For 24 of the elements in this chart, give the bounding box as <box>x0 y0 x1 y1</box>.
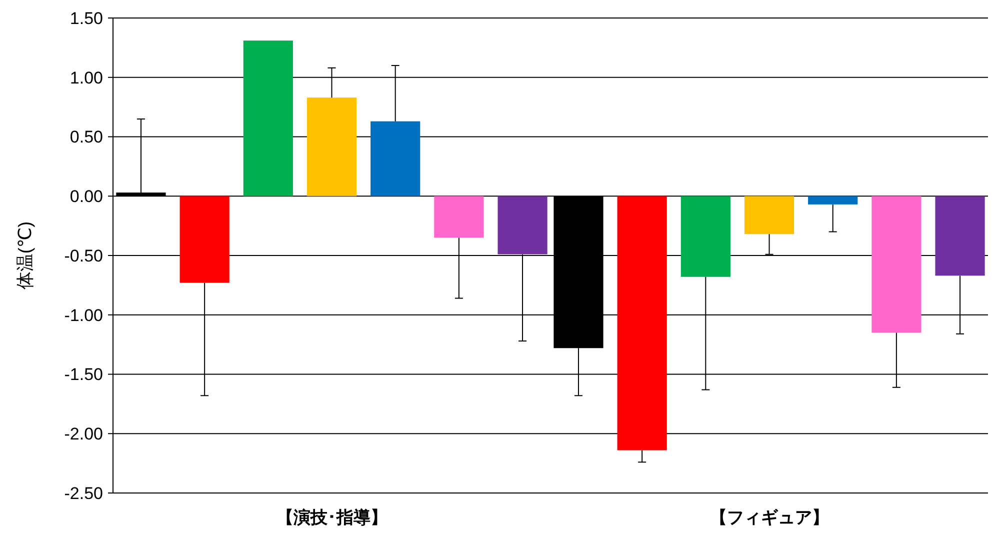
y-tick-label: 0.00 <box>70 187 103 206</box>
bar <box>935 196 985 276</box>
y-tick-label: -2.50 <box>64 484 103 503</box>
bar <box>872 196 922 333</box>
y-axis-title: 体温(℃) <box>15 221 35 290</box>
x-tick-label: 【フィギュア】 <box>710 508 829 527</box>
y-tick-label: 1.00 <box>70 68 103 88</box>
bar <box>744 196 794 234</box>
bar <box>808 196 858 204</box>
bar <box>680 196 730 277</box>
bar <box>434 196 484 238</box>
bar <box>498 196 548 254</box>
y-tick-label: -1.50 <box>64 365 103 384</box>
y-tick-label: -1.00 <box>64 306 103 325</box>
y-tick-label: 1.50 <box>70 8 103 28</box>
y-tick-label: -0.50 <box>64 246 103 266</box>
x-tick-label: 【演技･指導】 <box>276 508 388 527</box>
y-tick-label: -2.00 <box>64 424 103 444</box>
bar <box>243 40 293 196</box>
bar <box>180 196 230 283</box>
bar <box>370 121 420 196</box>
y-tick-label: 0.50 <box>70 128 103 147</box>
bar <box>617 196 667 450</box>
bar <box>306 98 357 196</box>
